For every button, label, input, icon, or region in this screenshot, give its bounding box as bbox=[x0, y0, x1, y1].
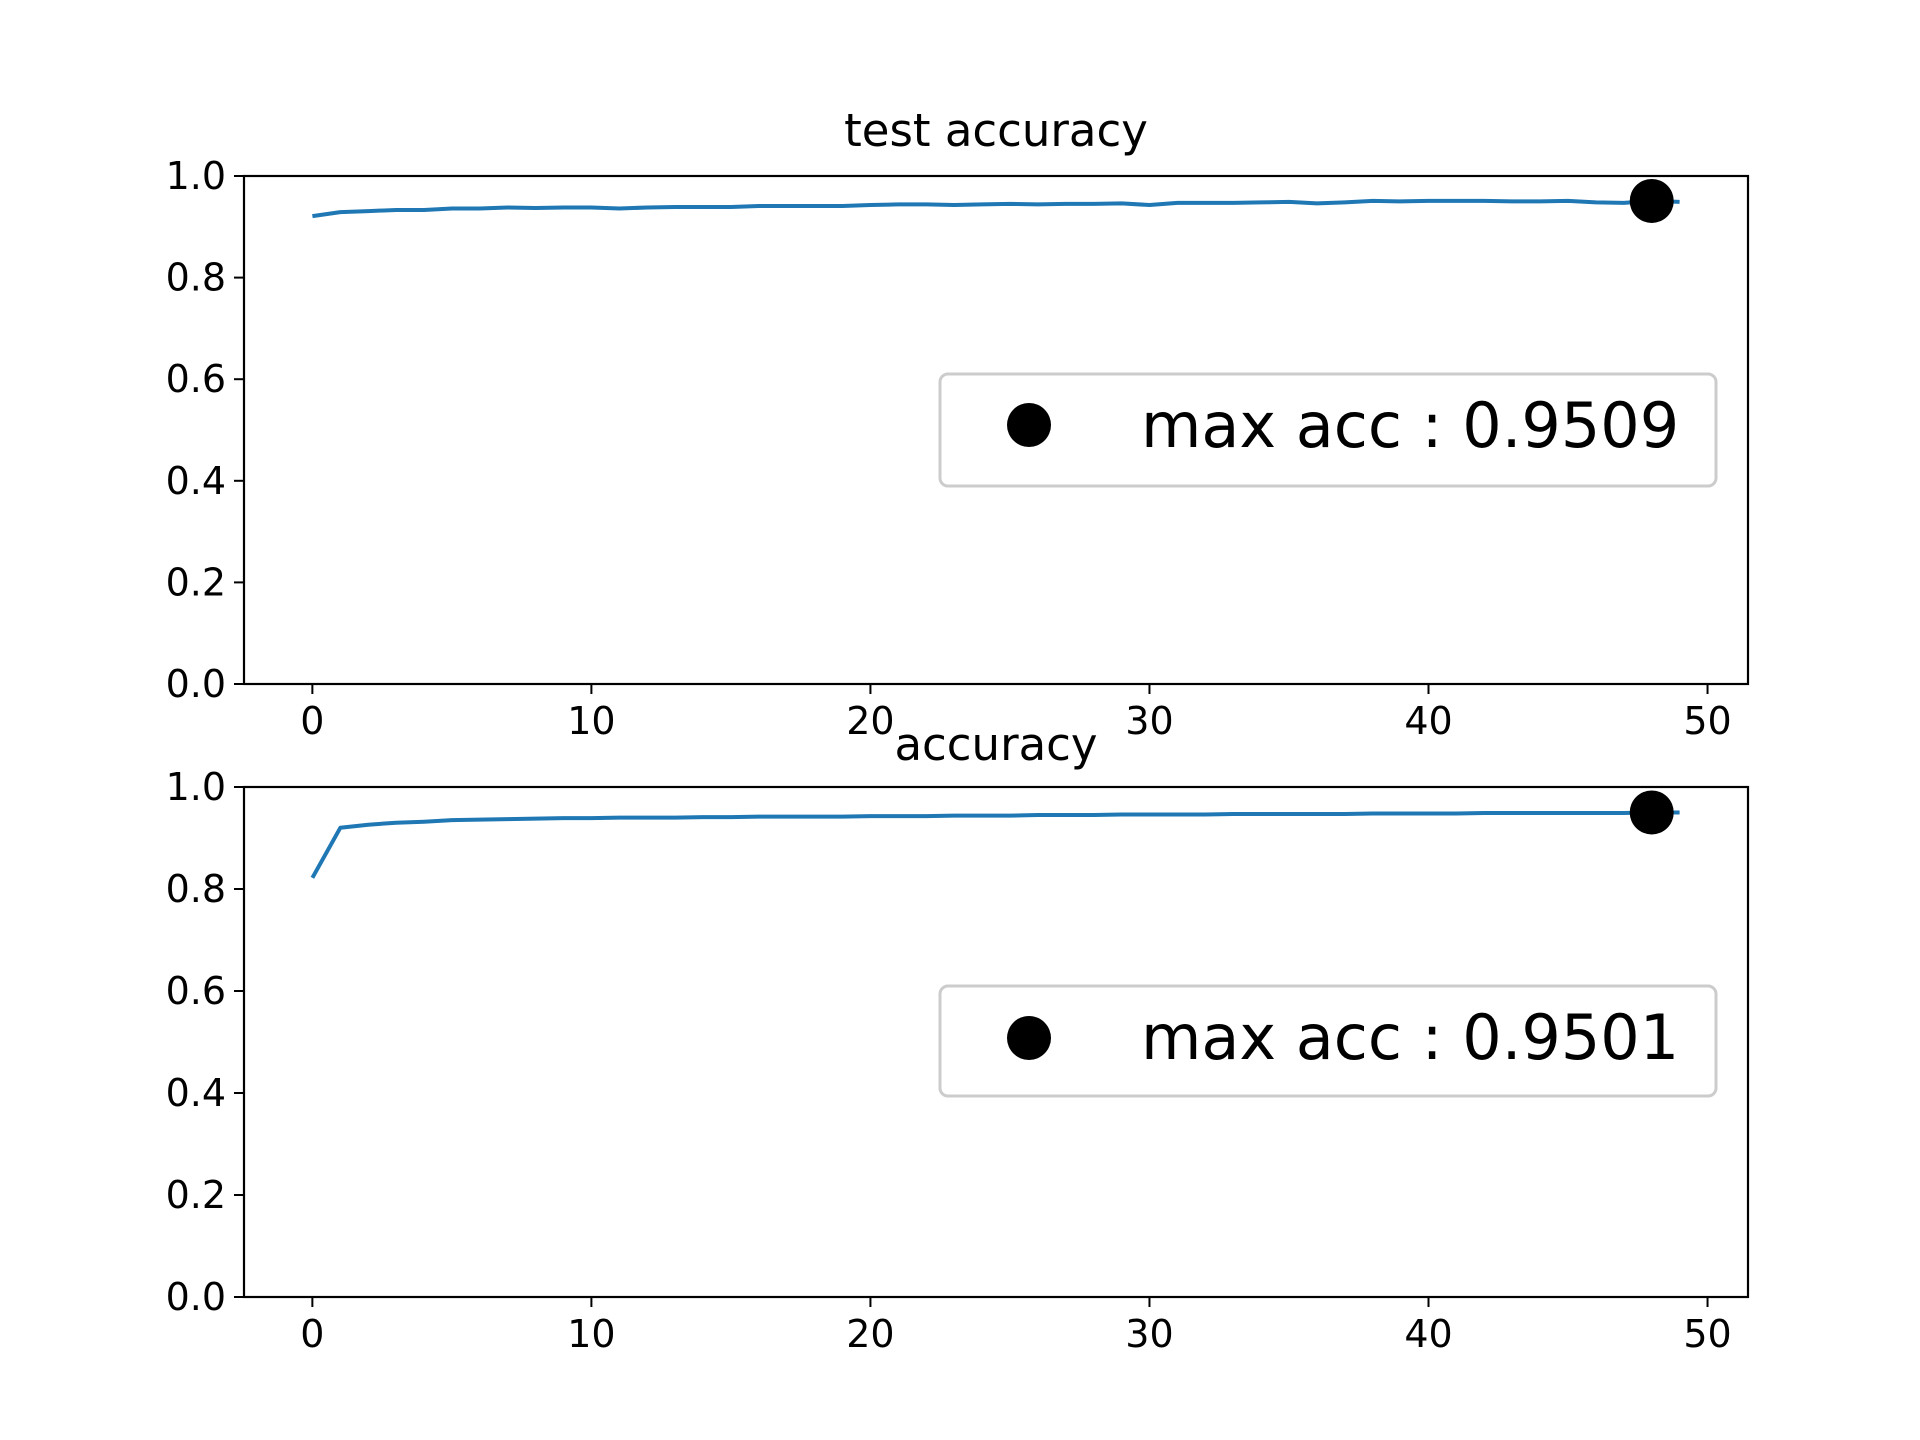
x-tick-label: 30 bbox=[1125, 1312, 1173, 1356]
subplot-test-accuracy: test accuracy 0 10 20 30 40 50 0.0 0.2 0.4 0.6 0.8… bbox=[166, 104, 1750, 743]
y-tick-label: 0.2 bbox=[166, 560, 226, 604]
series-line bbox=[310, 810, 1680, 879]
chart-title: accuracy bbox=[894, 718, 1097, 771]
legend-box bbox=[938, 984, 1718, 1098]
y-tick-label: 0.0 bbox=[166, 662, 226, 706]
x-tick-label: 20 bbox=[846, 699, 894, 743]
legend-label: max acc : 0.9509 bbox=[1141, 389, 1679, 462]
max-point-marker bbox=[1629, 178, 1674, 223]
legend: max acc : 0.9509 bbox=[938, 372, 1718, 488]
y-tick-label: 0.6 bbox=[166, 969, 226, 1013]
legend-marker bbox=[1007, 403, 1051, 447]
y-tick-label: 1.0 bbox=[166, 765, 226, 809]
x-tick-label: 40 bbox=[1404, 699, 1452, 743]
y-tick-label: 0.4 bbox=[166, 459, 226, 503]
x-tick-label: 50 bbox=[1683, 699, 1731, 743]
y-tick-label: 1.0 bbox=[166, 154, 226, 198]
x-tick-label: 10 bbox=[567, 1312, 615, 1356]
y-tick-label: 0.6 bbox=[166, 357, 226, 401]
y-tick-label: 0.0 bbox=[166, 1275, 226, 1319]
plot-frame bbox=[242, 785, 1750, 1299]
series-line bbox=[312, 198, 1680, 219]
x-tick-label: 0 bbox=[300, 699, 324, 743]
series-layer bbox=[312, 178, 1680, 223]
x-tick-label: 40 bbox=[1404, 1312, 1452, 1356]
max-point-marker bbox=[1629, 790, 1674, 835]
x-tick-label: 0 bbox=[300, 1312, 324, 1356]
legend: max acc : 0.9501 bbox=[938, 984, 1718, 1098]
subplot-accuracy: accuracy 0 10 20 30 40 50 0.0 0.2 0.4 0.6 0.8 1.0 m… bbox=[166, 718, 1750, 1356]
y-tick-label: 0.8 bbox=[166, 867, 226, 911]
axis-ticks: 0 10 20 30 40 50 0.0 0.2 0.4 0.6 0.8 1.0 bbox=[166, 154, 1732, 743]
chart-title: test accuracy bbox=[844, 104, 1148, 157]
x-tick-label: 30 bbox=[1125, 699, 1173, 743]
legend-marker bbox=[1007, 1016, 1051, 1060]
y-tick-label: 0.8 bbox=[166, 256, 226, 300]
x-tick-label: 50 bbox=[1683, 1312, 1731, 1356]
y-tick-label: 0.2 bbox=[166, 1173, 226, 1217]
plot-frame bbox=[242, 174, 1750, 686]
legend-label: max acc : 0.9501 bbox=[1141, 1001, 1679, 1074]
axis-ticks: 0 10 20 30 40 50 0.0 0.2 0.4 0.6 0.8 1.0 bbox=[166, 765, 1732, 1356]
legend-box bbox=[938, 372, 1718, 488]
y-tick-label: 0.4 bbox=[166, 1071, 226, 1115]
x-tick-label: 20 bbox=[846, 1312, 894, 1356]
x-tick-label: 10 bbox=[567, 699, 615, 743]
series-layer bbox=[310, 790, 1680, 879]
